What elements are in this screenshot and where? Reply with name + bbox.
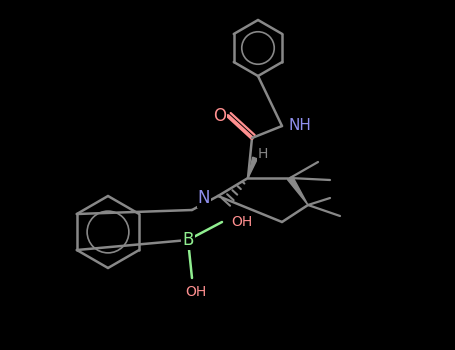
Text: OH: OH bbox=[232, 215, 253, 229]
Text: O: O bbox=[213, 107, 227, 125]
Text: B: B bbox=[182, 231, 194, 249]
Polygon shape bbox=[288, 176, 308, 205]
Text: H: H bbox=[258, 147, 268, 161]
Polygon shape bbox=[248, 157, 258, 178]
Text: N: N bbox=[198, 189, 210, 207]
Text: NH: NH bbox=[288, 119, 311, 133]
Text: OH: OH bbox=[185, 285, 207, 299]
